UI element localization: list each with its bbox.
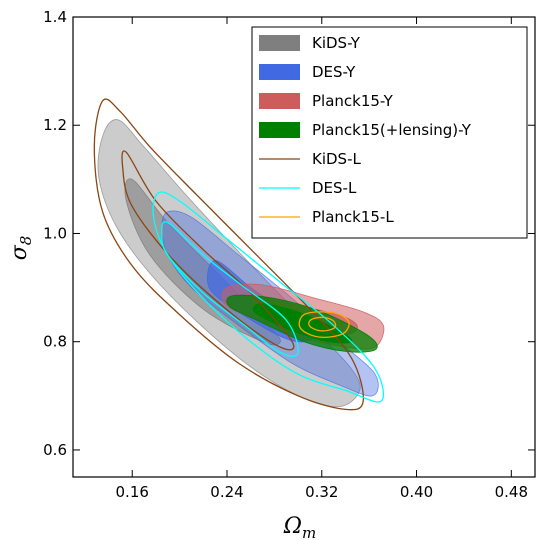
x-tick-label: 0.40 <box>400 483 433 501</box>
legend-label-des-y: DES-Y <box>312 63 356 81</box>
planck15-lensing-y-contour-68 <box>252 303 353 344</box>
legend: KiDS-Y DES-Y Planck15-Y Planck15(+lensing)-… <box>251 26 528 239</box>
planck15-l-contour-95 <box>298 311 350 339</box>
y-axis-label-sub: 8 <box>17 236 35 246</box>
legend-swatch-des-y <box>259 64 300 80</box>
legend-label-kids-y: KiDS-Y <box>312 34 361 52</box>
legend-label-planck15-l: Planck15-L <box>312 208 394 226</box>
legend-swatch-kids-y <box>259 35 300 51</box>
x-tick-label: 0.16 <box>116 483 149 501</box>
x-tick-label: 0.48 <box>495 483 528 501</box>
legend-label-planck15-lensing-y: Planck15(+lensing)-Y <box>312 121 472 139</box>
legend-label-des-l: DES-L <box>312 179 357 197</box>
legend-label-kids-l: KiDS-L <box>312 150 361 168</box>
y-tick-label: 1.4 <box>43 8 67 26</box>
des-l-contour-68 <box>161 221 299 357</box>
contour-layer <box>93 98 385 411</box>
kids-l-contour-95 <box>93 98 364 411</box>
y-tick-label: 0.8 <box>43 333 67 351</box>
x-tick-label: 0.32 <box>305 483 338 501</box>
y-tick-label: 1.0 <box>43 224 67 242</box>
y-tick-label: 1.2 <box>43 116 67 134</box>
x-tick-label: 0.24 <box>210 483 243 501</box>
planck15-l-contour-68 <box>308 316 337 332</box>
legend-swatch-planck15-lensing-y <box>259 122 300 138</box>
x-axis-label: Ωm <box>283 514 316 540</box>
x-axis-label-main: Ω <box>283 514 302 539</box>
y-tick-label: 0.6 <box>43 441 67 459</box>
plot-frame <box>72 16 536 478</box>
kids-l-contour-68 <box>121 150 295 351</box>
y-axis-label-main: σ <box>7 244 32 260</box>
y-axis-label: σ8 <box>7 236 35 261</box>
x-axis-label-sub: m <box>302 524 316 540</box>
axis-ticks: 0.16 0.24 0.32 0.40 0.48 0.6 0.8 1.0 1.2 1.4 <box>43 8 535 501</box>
legend-swatch-planck15-y <box>259 93 300 109</box>
legend-label-planck15-y: Planck15-Y <box>312 92 394 110</box>
